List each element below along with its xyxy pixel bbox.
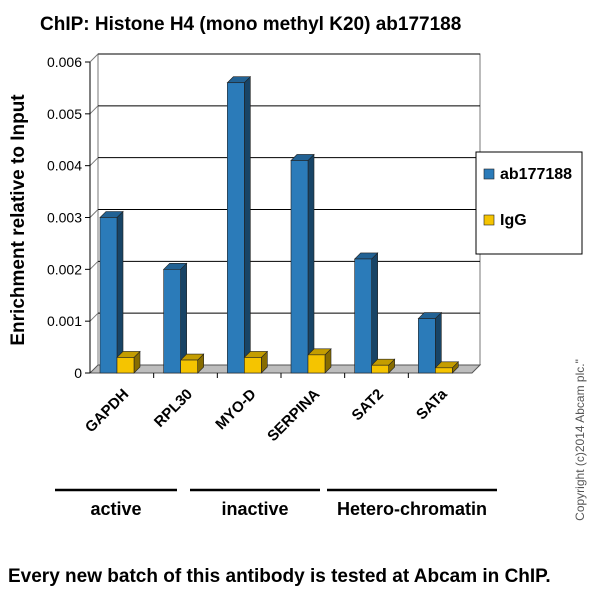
gridline-connector — [89, 209, 99, 218]
x-tick-label: GAPDH — [82, 386, 132, 436]
y-tick-label: 0.005 — [47, 106, 82, 122]
legend-swatch — [483, 168, 495, 180]
bar-front — [371, 364, 389, 374]
bar-front — [99, 217, 118, 374]
category-groups: active inactive Hetero-chromatin — [55, 488, 497, 519]
group-label: Hetero-chromatin — [337, 499, 487, 519]
bar-igg-serpina — [307, 348, 332, 374]
bar-side — [371, 252, 378, 374]
bar-front — [435, 367, 453, 374]
gridline-connector — [89, 105, 99, 115]
y-tick-label: 0.001 — [47, 313, 82, 329]
x-tick-label: MYO-D — [212, 386, 259, 433]
bar-front — [163, 269, 181, 374]
bar-ab177188-gapdh — [99, 210, 124, 374]
bar-front — [307, 354, 326, 374]
gridline-connector — [89, 312, 99, 322]
group-label: inactive — [221, 499, 288, 519]
bar-ab177188-rpl30 — [162, 262, 188, 374]
bar-front — [180, 359, 198, 374]
x-tick-label: SATa — [413, 385, 451, 423]
gridline-connector — [89, 53, 99, 63]
x-tick-label: SERPINA — [264, 386, 323, 445]
legend: ab177188 IgG — [475, 151, 583, 255]
legend-swatch — [483, 214, 495, 226]
x-tick-label: SAT2 — [349, 386, 387, 424]
group-label: active — [90, 499, 141, 519]
bar-front — [354, 258, 372, 374]
bar-front — [244, 357, 262, 374]
chart-title: ChIP: Histone H4 (mono methyl K20) ab177… — [40, 14, 461, 35]
bar-front — [290, 160, 309, 374]
x-tick-label: RPL30 — [151, 386, 196, 431]
gridline-connector — [89, 260, 99, 270]
bar-igg-myo-d — [243, 350, 269, 374]
bar-side — [244, 76, 251, 374]
y-tick-label: 0.004 — [47, 158, 82, 174]
bar-igg-rpl30 — [179, 353, 205, 374]
legend-label: ab177188 — [500, 166, 572, 183]
copyright-notice: Copyright (c)2014 Abcam plc." — [573, 359, 587, 521]
footer-note: Every new batch of this antibody is test… — [8, 566, 551, 587]
legend-label: IgG — [500, 212, 527, 229]
y-tick-label: 0.002 — [47, 261, 82, 277]
bar-side — [116, 210, 124, 374]
bar-igg-sata — [434, 361, 460, 374]
y-tick-label: 0 — [74, 365, 82, 381]
bar-ab177188-serpina — [290, 153, 315, 374]
bar-igg-sat2 — [370, 358, 396, 374]
y-tick-label: 0.006 — [47, 54, 82, 70]
y-axis-label: Enrichment relative to Input — [8, 94, 29, 346]
bar-front — [227, 82, 245, 374]
bar-igg-gapdh — [116, 350, 141, 374]
bar-ab177188-myo-d — [226, 76, 252, 374]
plot-area: 0 0.001 0.002 0.003 0.004 0.005 0.006 GAPDH RPL3… — [47, 53, 482, 445]
bar-front — [418, 318, 436, 374]
bar-front — [116, 357, 135, 374]
bar-ab177188-sat2 — [353, 252, 379, 374]
y-tick-label: 0.003 — [47, 210, 82, 226]
bar-ab177188-sata — [417, 311, 443, 374]
bar-side — [307, 153, 315, 374]
gridline-connector — [89, 157, 99, 167]
